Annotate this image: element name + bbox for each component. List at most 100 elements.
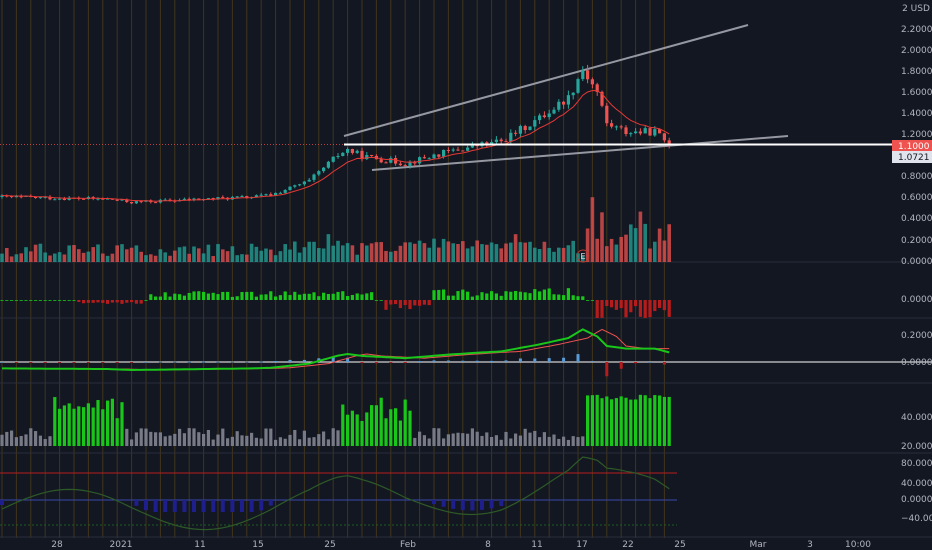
earnings-marker[interactable] [576, 249, 590, 263]
candle-body[interactable] [662, 133, 666, 141]
candle-body[interactable] [187, 198, 191, 201]
candle-body[interactable] [326, 161, 330, 168]
candle-body[interactable] [19, 196, 23, 198]
candle-body[interactable] [336, 156, 340, 158]
candle-body[interactable] [624, 127, 628, 135]
candle-body[interactable] [586, 70, 590, 80]
candle-body[interactable] [293, 185, 297, 187]
candle-body[interactable] [120, 199, 124, 201]
candle-body[interactable] [638, 131, 642, 134]
candle-body[interactable] [648, 128, 652, 136]
candle-body[interactable] [427, 158, 431, 160]
candle-body[interactable] [101, 198, 105, 200]
candle-body[interactable] [370, 154, 374, 156]
candle-body[interactable] [379, 159, 383, 163]
candle-body[interactable] [154, 202, 158, 204]
candle-body[interactable] [571, 92, 575, 96]
candle-body[interactable] [398, 163, 402, 166]
trendline-upper[interactable] [343, 24, 749, 137]
candle-body[interactable] [418, 157, 422, 164]
candle-body[interactable] [298, 184, 302, 186]
candle-body[interactable] [485, 142, 489, 145]
candle-body[interactable] [125, 199, 129, 202]
candle-body[interactable] [461, 150, 465, 152]
candle-body[interactable] [490, 142, 494, 145]
candle-body[interactable] [38, 197, 42, 199]
candle-body[interactable] [658, 129, 662, 134]
candle-body[interactable] [634, 131, 638, 134]
candle-body[interactable] [533, 120, 537, 127]
candle-body[interactable] [566, 95, 570, 105]
candle-body[interactable] [355, 150, 359, 153]
candle-body[interactable] [0, 195, 4, 197]
candle-body[interactable] [245, 196, 249, 199]
candle-body[interactable] [643, 128, 647, 134]
candle-body[interactable] [34, 196, 38, 198]
candle-body[interactable] [557, 101, 561, 110]
candle-body[interactable] [552, 109, 556, 114]
candle-body[interactable] [331, 156, 335, 162]
candle-body[interactable] [600, 91, 604, 106]
candle-body[interactable] [590, 79, 594, 85]
candle-body[interactable] [10, 196, 14, 198]
candle-body[interactable] [499, 139, 503, 142]
candle-body[interactable] [317, 171, 321, 175]
candle-body[interactable] [259, 194, 263, 196]
candle-body[interactable] [341, 152, 345, 157]
candle-body[interactable] [451, 149, 455, 151]
candle-body[interactable] [389, 158, 393, 163]
candle-body[interactable] [322, 167, 326, 172]
candle-body[interactable] [542, 115, 546, 118]
candle-body[interactable] [394, 158, 398, 164]
candle-body[interactable] [446, 149, 450, 151]
candle-body[interactable] [163, 199, 167, 201]
candle-body[interactable] [576, 79, 580, 93]
candle-body[interactable] [408, 161, 412, 166]
candle-body[interactable] [264, 194, 268, 196]
candle-body[interactable] [523, 126, 527, 131]
candle-body[interactable] [130, 201, 134, 204]
candle-body[interactable] [283, 190, 287, 193]
candle-body[interactable] [211, 198, 215, 200]
candle-body[interactable] [653, 129, 657, 136]
candle-body[interactable] [581, 70, 585, 80]
candle-body[interactable] [288, 186, 292, 191]
candle-body[interactable] [350, 148, 354, 153]
candle-body[interactable] [437, 154, 441, 157]
candle-body[interactable] [115, 199, 119, 201]
candle-body[interactable] [422, 157, 426, 159]
candle-body[interactable] [254, 195, 258, 198]
candle-body[interactable] [509, 132, 513, 142]
candle-body[interactable] [197, 198, 201, 200]
candle-body[interactable] [269, 194, 273, 196]
candle-body[interactable] [470, 144, 474, 148]
candle-body[interactable] [312, 174, 316, 180]
candle-body[interactable] [278, 192, 282, 194]
trendline-lower[interactable] [371, 135, 789, 171]
candle-body[interactable] [58, 198, 62, 200]
candle-body[interactable] [346, 148, 350, 153]
candle-body[interactable] [182, 198, 186, 200]
candle-body[interactable] [562, 101, 566, 105]
candle-body[interactable] [302, 181, 306, 185]
candle-body[interactable] [605, 105, 609, 124]
candle-body[interactable] [235, 196, 239, 198]
candle-body[interactable] [432, 154, 436, 159]
candle-body[interactable] [274, 192, 278, 196]
candle-body[interactable] [43, 196, 47, 198]
candle-body[interactable] [528, 126, 532, 131]
candle-body[interactable] [456, 149, 460, 151]
candle-body[interactable] [96, 198, 100, 200]
candle-body[interactable] [629, 133, 633, 135]
candle-body[interactable] [619, 126, 623, 128]
candle-body[interactable] [514, 132, 518, 134]
candle-body[interactable] [494, 139, 498, 143]
candle-body[interactable] [595, 84, 599, 92]
candle-body[interactable] [53, 199, 57, 201]
candle-body[interactable] [216, 197, 220, 200]
candle-body[interactable] [82, 198, 86, 200]
candle-body[interactable] [14, 196, 18, 198]
candle-body[interactable] [139, 201, 143, 203]
